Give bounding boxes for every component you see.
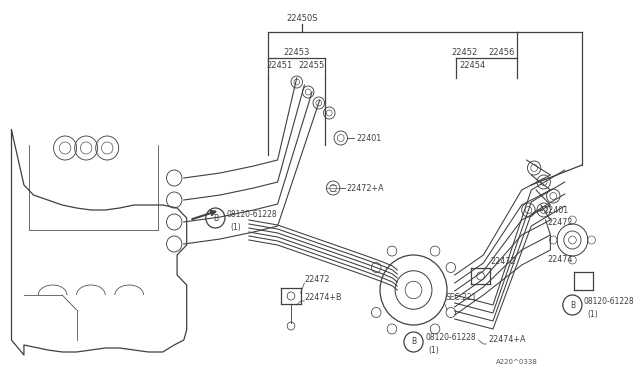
Text: 22474: 22474 bbox=[548, 256, 573, 264]
Text: 22472: 22472 bbox=[548, 218, 573, 227]
Text: 22474+B: 22474+B bbox=[305, 294, 342, 302]
Text: (1): (1) bbox=[230, 222, 241, 231]
Text: 22451: 22451 bbox=[266, 61, 292, 70]
Text: 22474+A: 22474+A bbox=[488, 336, 525, 344]
Text: B: B bbox=[411, 337, 416, 346]
Text: B: B bbox=[570, 301, 575, 310]
Text: 22450S: 22450S bbox=[287, 13, 318, 22]
Text: 08120-61228: 08120-61228 bbox=[584, 296, 634, 305]
Text: 22401: 22401 bbox=[544, 205, 569, 215]
Text: 22472: 22472 bbox=[490, 257, 516, 266]
Text: 08120-61228: 08120-61228 bbox=[227, 209, 278, 218]
Text: 22454: 22454 bbox=[460, 61, 486, 70]
Text: SEC.221: SEC.221 bbox=[445, 294, 477, 302]
Text: 22401: 22401 bbox=[356, 134, 381, 142]
Text: B: B bbox=[213, 214, 218, 222]
Text: (1): (1) bbox=[588, 310, 598, 318]
Text: 22452: 22452 bbox=[452, 48, 478, 57]
Text: 22456: 22456 bbox=[488, 48, 515, 57]
Text: 22455: 22455 bbox=[299, 61, 325, 70]
Text: 08120-61228: 08120-61228 bbox=[425, 334, 476, 343]
Text: 22453: 22453 bbox=[284, 48, 310, 57]
Text: (1): (1) bbox=[429, 346, 440, 356]
Text: 22472+A: 22472+A bbox=[346, 183, 384, 192]
Text: A220^0338: A220^0338 bbox=[496, 359, 538, 365]
Text: 22472: 22472 bbox=[305, 276, 330, 285]
